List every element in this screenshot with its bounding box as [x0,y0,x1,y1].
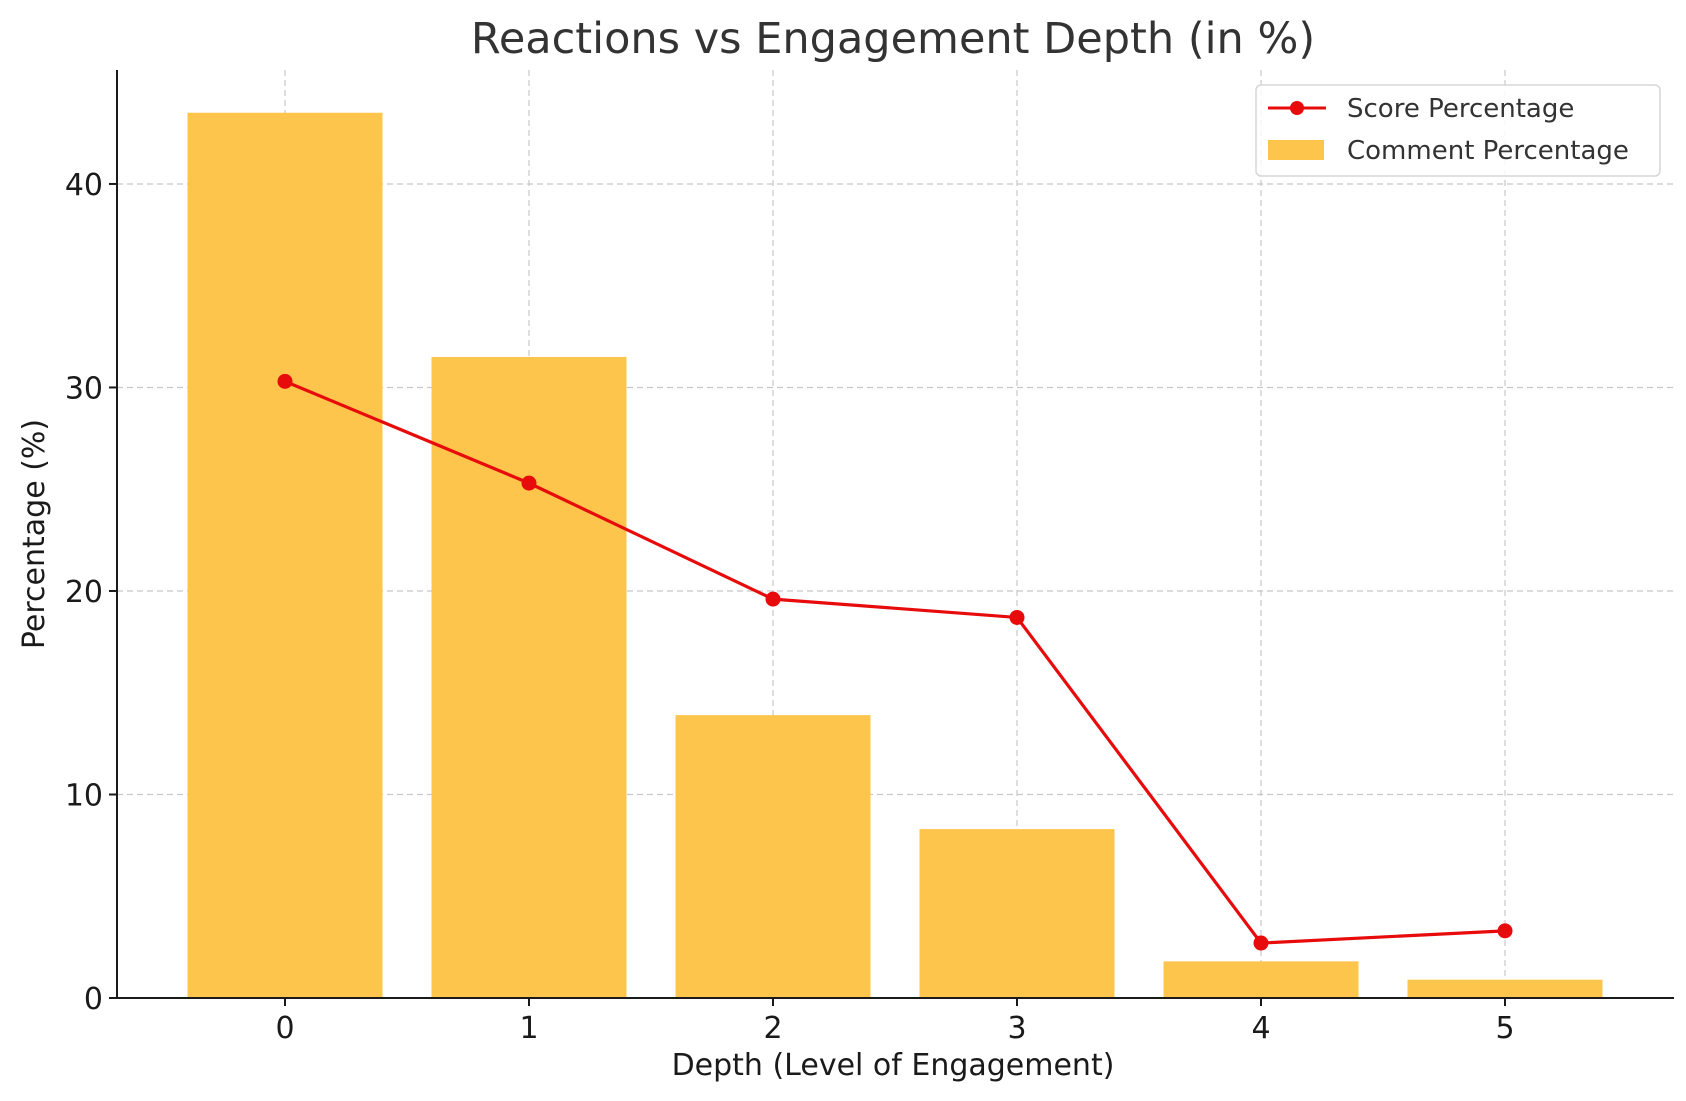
bar-comment-percentage [431,356,627,998]
x-tick-label: 2 [763,1011,782,1046]
legend-point-marker [1290,101,1304,115]
score-percentage-point [1253,935,1269,951]
y-tick-label: 40 [65,168,103,203]
tick-labels: 0 10 20 30 40 0 1 2 3 4 5 [65,168,1515,1046]
y-tick-label: 0 [84,982,103,1017]
score-percentage-point [277,373,293,389]
bar-comment-percentage [675,715,871,998]
bar-comment-percentage [1163,961,1359,998]
legend-label-score: Score Percentage [1347,94,1574,124]
bar-comment-percentage [919,829,1115,998]
score-percentage-point [1009,609,1025,625]
x-tick-label: 3 [1007,1011,1026,1046]
y-tick-label: 20 [65,575,103,610]
y-tick-label: 30 [65,371,103,406]
x-tick-label: 1 [519,1011,538,1046]
legend-frame [1255,84,1661,177]
legend: Score Percentage Comment Percentage [1255,84,1661,177]
bars [187,112,1603,999]
bar-comment-percentage [187,112,383,999]
x-tick-label: 0 [275,1011,294,1046]
score-percentage-point [765,591,781,607]
x-tick-label: 5 [1495,1011,1514,1046]
chart-title: Reactions vs Engagement Depth (in %) [471,14,1315,64]
score-percentage-point [521,475,537,491]
x-tick-label: 4 [1251,1011,1270,1046]
y-axis-label: Percentage (%) [17,419,52,649]
legend-label-comment: Comment Percentage [1347,136,1629,166]
x-axis-label: Depth (Level of Engagement) [672,1048,1115,1083]
axes [109,70,1674,1006]
bar-comment-percentage [1407,979,1603,998]
score-line [277,373,1513,951]
score-percentage-line [284,379,1506,945]
y-tick-label: 10 [65,778,103,813]
legend-bar-swatch [1268,140,1324,160]
score-percentage-point [1497,923,1513,939]
